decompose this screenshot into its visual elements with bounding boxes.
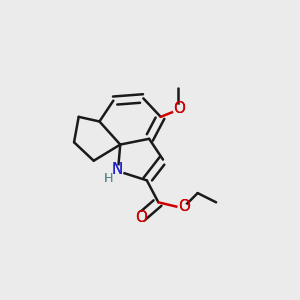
Text: H: H bbox=[103, 172, 113, 184]
Text: N: N bbox=[111, 163, 122, 178]
Text: H: H bbox=[103, 172, 113, 184]
Text: O: O bbox=[173, 101, 185, 116]
Text: O: O bbox=[173, 101, 185, 116]
Text: O: O bbox=[136, 210, 148, 225]
Text: N: N bbox=[111, 163, 122, 178]
Text: O: O bbox=[178, 199, 190, 214]
Circle shape bbox=[113, 166, 123, 176]
Circle shape bbox=[173, 105, 183, 115]
Text: O: O bbox=[136, 210, 148, 225]
Circle shape bbox=[136, 213, 146, 222]
Circle shape bbox=[178, 203, 187, 213]
Text: O: O bbox=[178, 199, 190, 214]
